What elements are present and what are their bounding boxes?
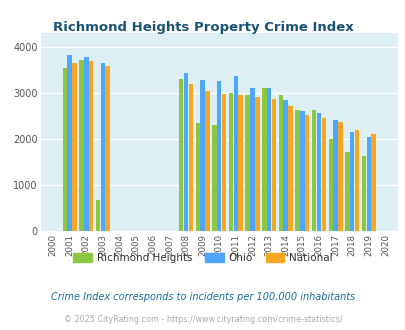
Bar: [371, 134, 375, 231]
Bar: [89, 61, 93, 231]
Bar: [233, 76, 237, 231]
Bar: [67, 55, 72, 231]
Bar: [304, 115, 309, 231]
Text: Crime Index corresponds to incidents per 100,000 inhabitants: Crime Index corresponds to incidents per…: [51, 292, 354, 302]
Bar: [100, 63, 105, 231]
Bar: [228, 93, 233, 231]
Bar: [179, 79, 183, 231]
Bar: [321, 118, 325, 231]
Bar: [212, 125, 216, 231]
Bar: [354, 130, 358, 231]
Bar: [105, 66, 110, 231]
Bar: [288, 106, 292, 231]
Bar: [333, 120, 337, 231]
Bar: [261, 88, 266, 231]
Bar: [216, 82, 221, 231]
Text: © 2025 CityRating.com - https://www.cityrating.com/crime-statistics/: © 2025 CityRating.com - https://www.city…: [64, 315, 341, 324]
Bar: [278, 95, 282, 231]
Bar: [200, 80, 205, 231]
Bar: [349, 132, 354, 231]
Bar: [183, 73, 188, 231]
Bar: [221, 94, 226, 231]
Bar: [205, 90, 209, 231]
Bar: [188, 83, 193, 231]
Bar: [283, 100, 287, 231]
Bar: [328, 139, 332, 231]
Bar: [238, 95, 242, 231]
Bar: [249, 88, 254, 231]
Bar: [62, 68, 67, 231]
Bar: [337, 122, 342, 231]
Bar: [254, 97, 259, 231]
Bar: [316, 113, 320, 231]
Bar: [311, 110, 315, 231]
Bar: [84, 57, 88, 231]
Bar: [266, 88, 271, 231]
Bar: [195, 123, 200, 231]
Bar: [294, 110, 299, 231]
Legend: Richmond Heights, Ohio, National: Richmond Heights, Ohio, National: [68, 248, 337, 267]
Bar: [344, 152, 349, 231]
Bar: [79, 60, 83, 231]
Bar: [96, 200, 100, 231]
Bar: [361, 156, 365, 231]
Bar: [245, 95, 249, 231]
Bar: [366, 137, 370, 231]
Bar: [299, 111, 304, 231]
Bar: [271, 99, 275, 231]
Bar: [72, 63, 77, 231]
Text: Richmond Heights Property Crime Index: Richmond Heights Property Crime Index: [53, 21, 352, 34]
